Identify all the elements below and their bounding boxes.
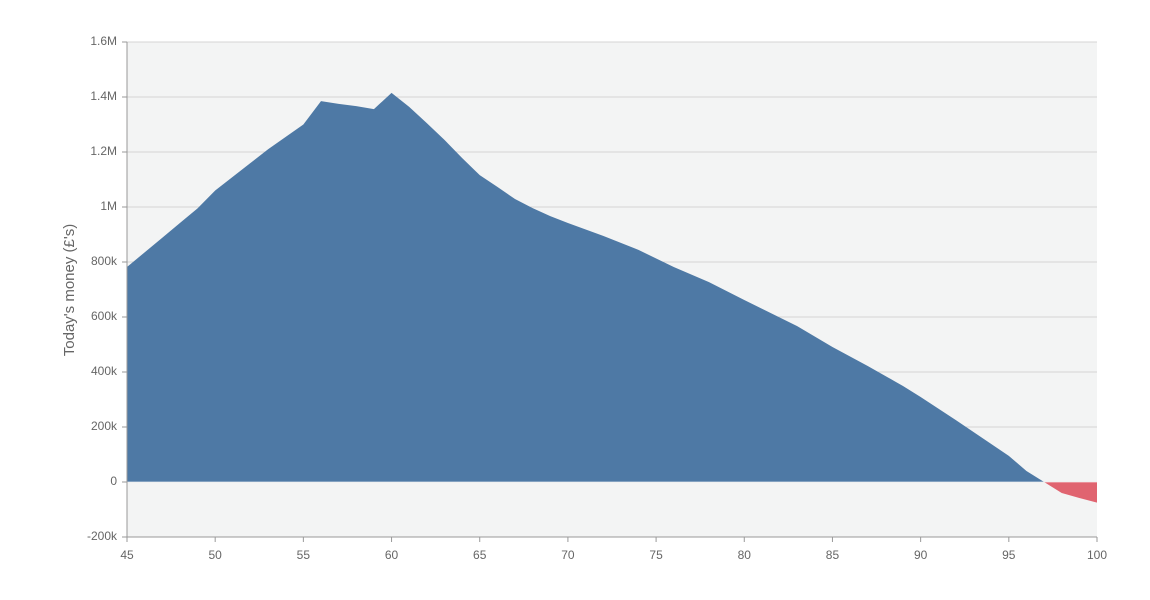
y-tick-label: 1.6M — [90, 34, 117, 48]
x-tick-label: 90 — [914, 548, 928, 562]
y-tick-label: 200k — [91, 419, 118, 433]
area — [1044, 482, 1097, 503]
y-tick-label: 1.4M — [90, 89, 117, 103]
x-tick-label: 85 — [826, 548, 840, 562]
y-tick-label: 400k — [91, 364, 118, 378]
y-axis-label: Today's money (£'s) — [61, 224, 78, 356]
x-tick-label: 75 — [649, 548, 663, 562]
x-tick-label: 70 — [561, 548, 575, 562]
x-tick-label: 100 — [1087, 548, 1107, 562]
y-tick-label: 600k — [91, 309, 118, 323]
x-tick-label: 45 — [120, 548, 134, 562]
x-tick-label: 65 — [473, 548, 487, 562]
y-tick-label: 0 — [110, 474, 117, 488]
x-tick-label: 50 — [209, 548, 223, 562]
y-tick-label: -200k — [87, 529, 118, 543]
x-tick-label: 95 — [1002, 548, 1016, 562]
y-tick-label: 1.2M — [90, 144, 117, 158]
y-tick-label: 800k — [91, 254, 118, 268]
x-tick-label: 80 — [738, 548, 752, 562]
y-tick-label: 1M — [100, 199, 117, 213]
x-tick-label: 55 — [297, 548, 311, 562]
x-tick-label: 60 — [385, 548, 399, 562]
area — [127, 92, 1045, 482]
